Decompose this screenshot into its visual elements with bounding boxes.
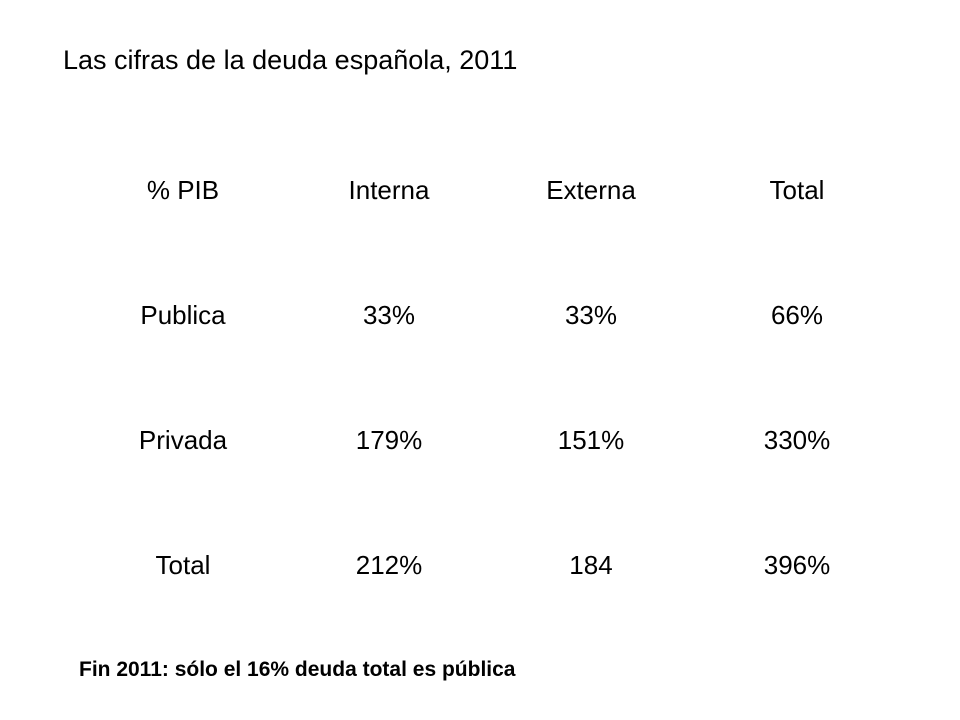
table-cell: 330% (763, 425, 831, 455)
table-cell: 212% (355, 550, 423, 580)
table-row-label: Privada (138, 425, 228, 455)
table-header-cell: Externa (546, 175, 636, 205)
slide-title: Las cifras de la deuda española, 2011 (63, 45, 518, 75)
table-cell: 33% (362, 300, 416, 330)
table-cell: 151% (557, 425, 625, 455)
table-header-cell: % PIB (146, 175, 220, 205)
table-row-label: Total (155, 550, 211, 580)
table-row-label: Publica (140, 300, 226, 330)
table-header-cell: Total (769, 175, 825, 205)
table-cell: 396% (763, 550, 831, 580)
table-header-cell: Interna (348, 175, 430, 205)
table-cell: 66% (770, 300, 824, 330)
table-cell: 184 (569, 550, 613, 580)
table-cell: 179% (355, 425, 423, 455)
footnote: Fin 2011: sólo el 16% deuda total es púb… (79, 658, 516, 681)
table-cell: 33% (564, 300, 618, 330)
